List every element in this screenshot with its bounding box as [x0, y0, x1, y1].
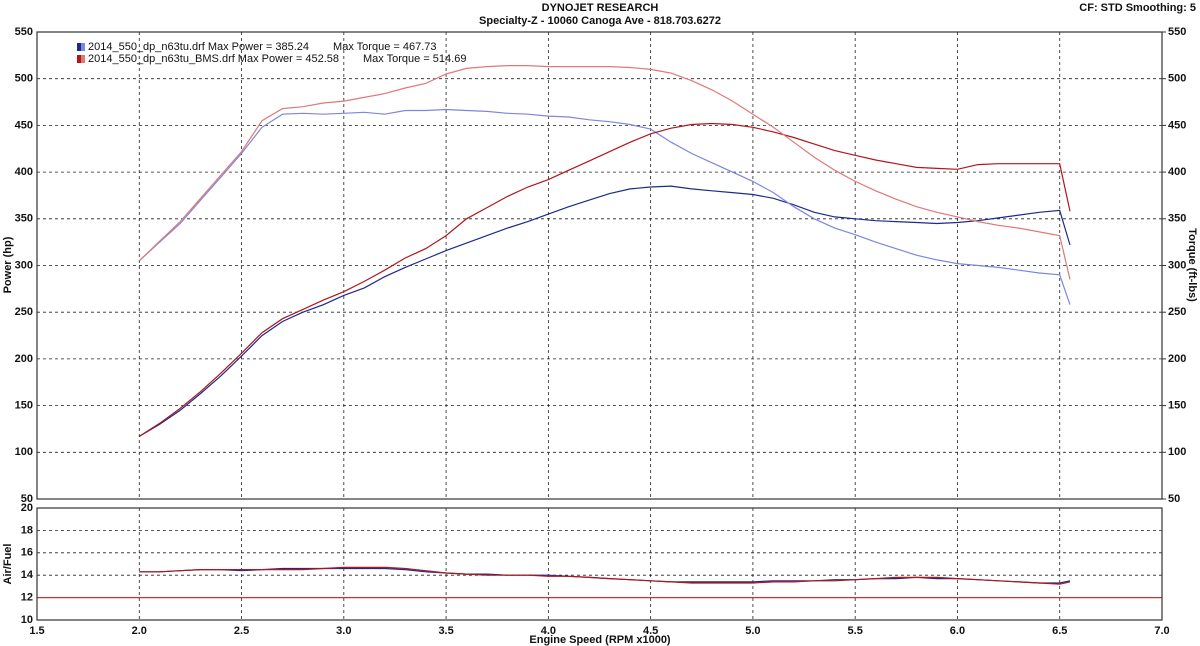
series-line	[139, 566, 1071, 585]
x-tick-label: 7.0	[1154, 625, 1169, 637]
y2-axis-title: Torque (ft-lbs)	[1186, 228, 1198, 302]
y-tick-label: 16	[21, 547, 33, 559]
y-tick-label: 550	[15, 26, 33, 38]
legend-max-power: Max Power = 452.58	[238, 53, 339, 65]
x-tick-label: 6.5	[1052, 625, 1067, 637]
y-tick-label: 10	[21, 614, 33, 626]
y2-tick-label: 550	[1168, 26, 1186, 38]
chart-subtitle: Specialty-Z - 10060 Canoga Ave - 818.703…	[479, 15, 721, 27]
x-tick-label: 5.5	[848, 625, 863, 637]
y2-tick-label: 250	[1168, 306, 1186, 318]
chart-title: DYNOJET RESEARCH	[542, 2, 659, 14]
afr-axis-title: Air/Fuel	[2, 544, 14, 585]
y2-tick-label: 450	[1168, 119, 1186, 131]
x-tick-label: 2.5	[234, 625, 249, 637]
series-line	[138, 122, 1071, 437]
x-tick-label: 2.0	[132, 625, 147, 637]
y2-tick-label: 150	[1168, 400, 1186, 412]
y2-tick-label: 500	[1168, 73, 1186, 85]
y-tick-label: 450	[15, 119, 33, 131]
y-tick-label: 20	[21, 502, 33, 514]
y-tick-label: 400	[15, 166, 33, 178]
y-tick-label: 200	[15, 353, 33, 365]
x-tick-label: 4.0	[541, 625, 556, 637]
y2-tick-label: 200	[1168, 353, 1186, 365]
legend-label: 2014_550_dp_n63tu.drf	[88, 41, 206, 53]
x-tick-label: 6.0	[950, 625, 965, 637]
series-line	[138, 65, 1071, 280]
x-tick-label: 4.5	[643, 625, 658, 637]
series-line	[138, 108, 1071, 305]
y2-tick-label: 100	[1168, 446, 1186, 458]
legend-swatch	[81, 43, 85, 51]
y2-tick-label: 300	[1168, 259, 1186, 271]
y-tick-label: 300	[15, 259, 33, 271]
x-tick-label: 1.5	[29, 625, 44, 637]
plot-frame	[36, 507, 1163, 621]
y-tick-label: 250	[15, 306, 33, 318]
y-tick-label: 150	[15, 400, 33, 412]
y-tick-label: 350	[15, 213, 33, 225]
y2-tick-label: 400	[1168, 166, 1186, 178]
plot-background	[37, 508, 1162, 620]
legend-swatch	[77, 43, 81, 51]
y2-tick-label: 350	[1168, 213, 1186, 225]
y-tick-label: 500	[15, 73, 33, 85]
x-tick-label: 5.0	[745, 625, 760, 637]
legend-max-power: Max Power = 385.24	[208, 41, 309, 53]
y-tick-label: 100	[15, 446, 33, 458]
x-tick-label: 3.5	[438, 625, 453, 637]
y2-tick-label: 50	[1168, 493, 1180, 505]
legend-swatch	[77, 55, 81, 63]
y-tick-label: 18	[21, 524, 33, 536]
legend-label: 2014_550_dp_n63tu_BMS.drf	[88, 53, 236, 65]
series-line	[138, 185, 1071, 437]
plot-frame	[36, 31, 1163, 500]
y-tick-label: 14	[21, 569, 34, 581]
legend-swatch	[81, 55, 85, 63]
corner-note: CF: STD Smoothing: 5	[1079, 2, 1196, 14]
y-tick-label: 12	[21, 592, 33, 604]
legend-max-torque: Max Torque = 467.73	[333, 41, 436, 53]
y-axis-title: Power (hp)	[2, 236, 14, 293]
legend-max-torque: Max Torque = 514.69	[363, 53, 466, 65]
y-tick-label: 50	[21, 493, 33, 505]
x-tick-label: 3.0	[336, 625, 351, 637]
x-axis-title: Engine Speed (RPM x1000)	[529, 634, 671, 646]
